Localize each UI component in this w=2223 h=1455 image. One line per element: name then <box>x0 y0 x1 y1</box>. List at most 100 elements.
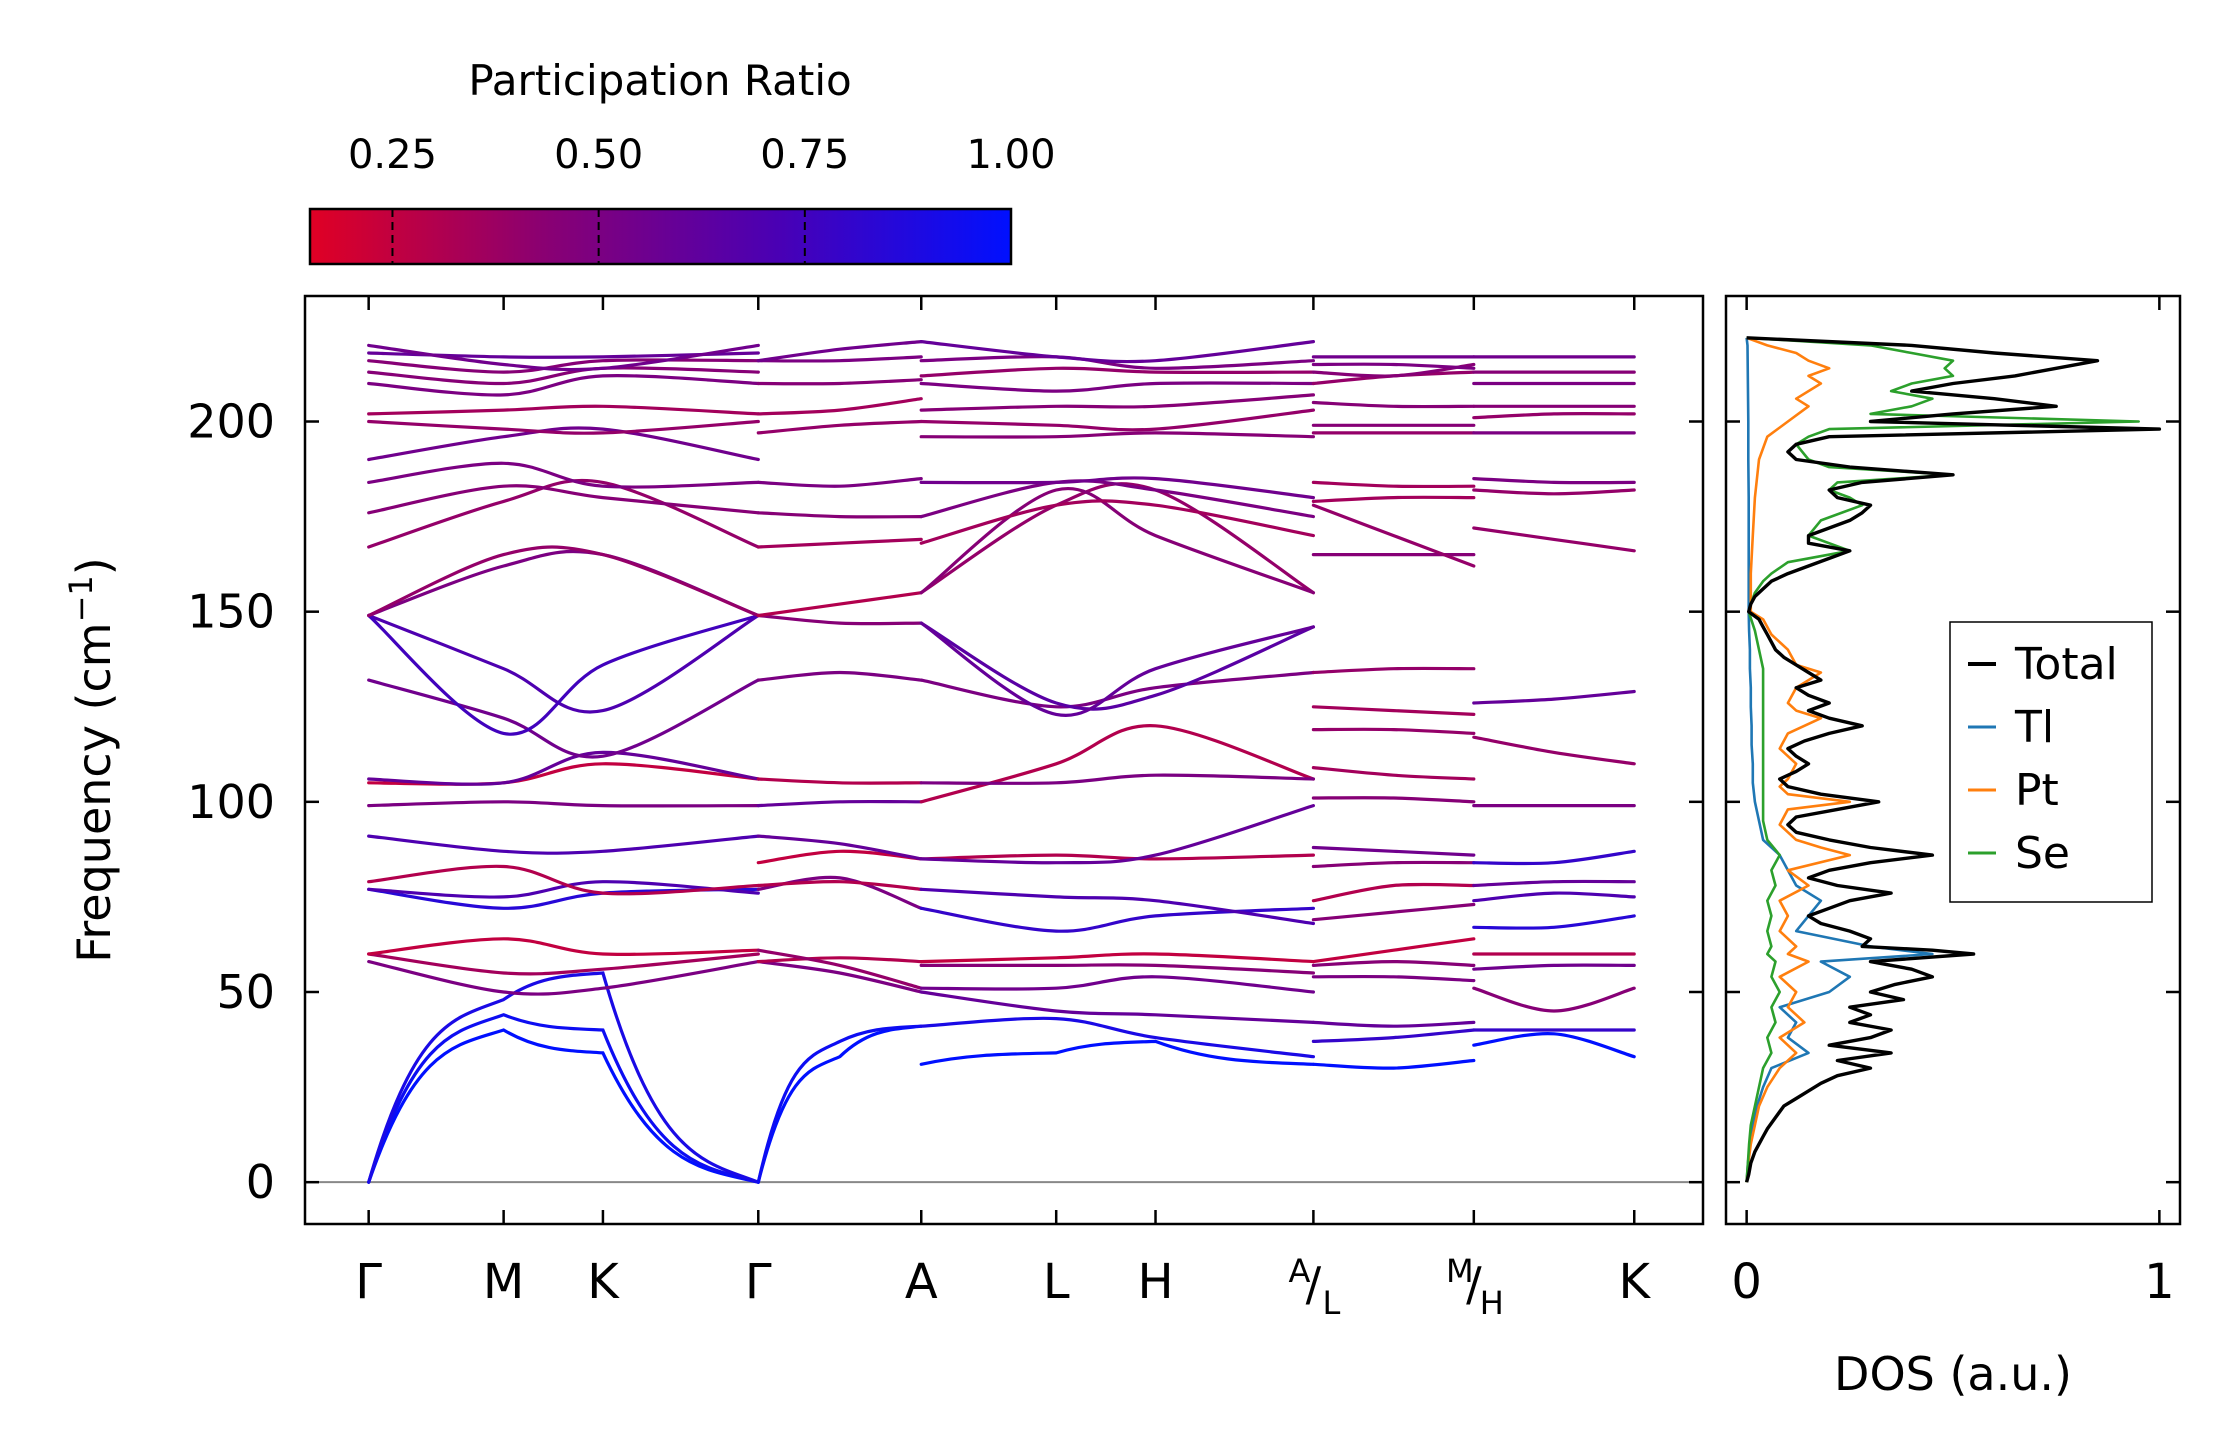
band-line <box>919 366 1315 378</box>
band-line <box>367 678 760 759</box>
dos-panel: 0 1 DOS (a.u.) Total Tl Pt Se <box>1724 294 2182 1401</box>
band-line <box>367 419 760 435</box>
dos-x-axis-label: DOS (a.u.) <box>1834 1347 2072 1401</box>
legend-label-se: Se <box>2015 828 2070 879</box>
band-line <box>756 591 923 618</box>
colorbar: Participation Ratio 0.25 0.50 0.75 1.00 <box>308 56 1056 266</box>
band-line <box>919 853 1315 861</box>
colorbar-ticks: 0.25 0.50 0.75 1.00 <box>348 132 1056 264</box>
k-label-top: A <box>1288 1252 1310 1290</box>
band-line <box>1311 959 1476 967</box>
y-axis-label-sup: −1 <box>62 575 100 622</box>
y-axis-label-close: ) <box>67 557 121 575</box>
band-line <box>367 952 760 976</box>
dos-line-se <box>1745 336 2140 1183</box>
band-line <box>919 1016 1315 1059</box>
band-line <box>367 887 760 910</box>
band-line <box>1311 705 1476 716</box>
band-line <box>919 1039 1315 1066</box>
band-line <box>1472 963 1636 971</box>
band-line <box>756 397 923 416</box>
band-line <box>367 864 760 896</box>
band-line <box>1311 727 1476 735</box>
band-line <box>756 960 923 994</box>
band-line <box>367 834 760 855</box>
band-line <box>1472 689 1636 705</box>
band-line <box>919 408 1315 432</box>
band-line <box>1472 735 1636 766</box>
legend: Total Tl Pt Se <box>1949 621 2153 903</box>
band-line <box>367 613 760 714</box>
band-line <box>919 486 1315 595</box>
k-label: A <box>905 1254 938 1310</box>
colorbar-tick-label: 0.25 <box>348 132 437 178</box>
legend-label-tl: Tl <box>2014 702 2054 753</box>
band-line <box>1311 937 1476 964</box>
y-tick-label: 50 <box>216 965 275 1019</box>
legend-box <box>1949 621 2153 903</box>
band-line <box>1311 503 1476 568</box>
k-label-bottom: L <box>1322 1284 1340 1322</box>
band-line <box>367 549 760 618</box>
band-line <box>1472 914 1636 930</box>
band-line <box>919 990 1315 1024</box>
y-axis-label: Frequency (cm−1) <box>62 557 121 962</box>
k-label-slash: / <box>1306 1257 1322 1311</box>
k-label: K <box>1619 1254 1652 1310</box>
band-line <box>756 378 923 386</box>
band-line <box>1311 796 1476 804</box>
band-line <box>919 621 1315 711</box>
band-line <box>756 419 923 435</box>
band-line <box>367 545 760 618</box>
band-line <box>367 366 760 386</box>
colorbar-tick-label: 0.50 <box>554 132 643 178</box>
y-tick-label: 150 <box>187 585 275 639</box>
band-line <box>1311 480 1476 489</box>
band-line <box>367 374 760 397</box>
legend-label-total: Total <box>2014 639 2118 690</box>
band-line <box>756 1024 923 1184</box>
band-line <box>1311 1028 1476 1043</box>
band-line <box>1311 902 1476 922</box>
band-line <box>367 484 760 515</box>
band-line <box>756 1024 923 1184</box>
band-line <box>1311 1058 1476 1070</box>
band-line <box>1311 666 1476 675</box>
y-tick-label: 100 <box>187 775 275 829</box>
colorbar-tick-label: 1.00 <box>966 132 1055 178</box>
dos-x-tick-label: 0 <box>1731 1254 1762 1310</box>
band-line <box>1472 526 1636 553</box>
band-line <box>1311 766 1476 781</box>
dos-x-tick-label: 1 <box>2144 1254 2175 1310</box>
band-line <box>367 800 760 808</box>
band-line <box>756 799 923 808</box>
band-line <box>1311 860 1476 869</box>
dos-frame <box>1724 294 2182 1226</box>
band-line <box>1311 362 1476 370</box>
band-line <box>1472 1032 1636 1059</box>
y-tick-label: 200 <box>187 395 275 449</box>
band-line <box>1311 1020 1476 1028</box>
band-line <box>367 613 760 736</box>
colorbar-tick-label: 0.75 <box>760 132 849 178</box>
band-line <box>367 358 760 374</box>
band-line <box>1311 882 1476 903</box>
band-line <box>919 975 1315 994</box>
band-line <box>756 537 923 549</box>
band-line <box>756 613 923 626</box>
band-line <box>756 834 923 861</box>
band-line <box>1311 400 1476 409</box>
band-line <box>919 340 1315 364</box>
band-line <box>367 880 760 899</box>
band-line <box>756 956 923 964</box>
legend-label-pt: Pt <box>2015 765 2059 816</box>
k-label: M <box>483 1254 524 1310</box>
k-label: H <box>1137 1254 1173 1310</box>
band-line <box>919 476 1315 500</box>
colorbar-title: Participation Ratio <box>468 56 851 105</box>
band-lines <box>305 340 1703 1184</box>
band-line <box>367 750 760 786</box>
band-line <box>1311 495 1476 503</box>
band-line <box>756 477 923 488</box>
